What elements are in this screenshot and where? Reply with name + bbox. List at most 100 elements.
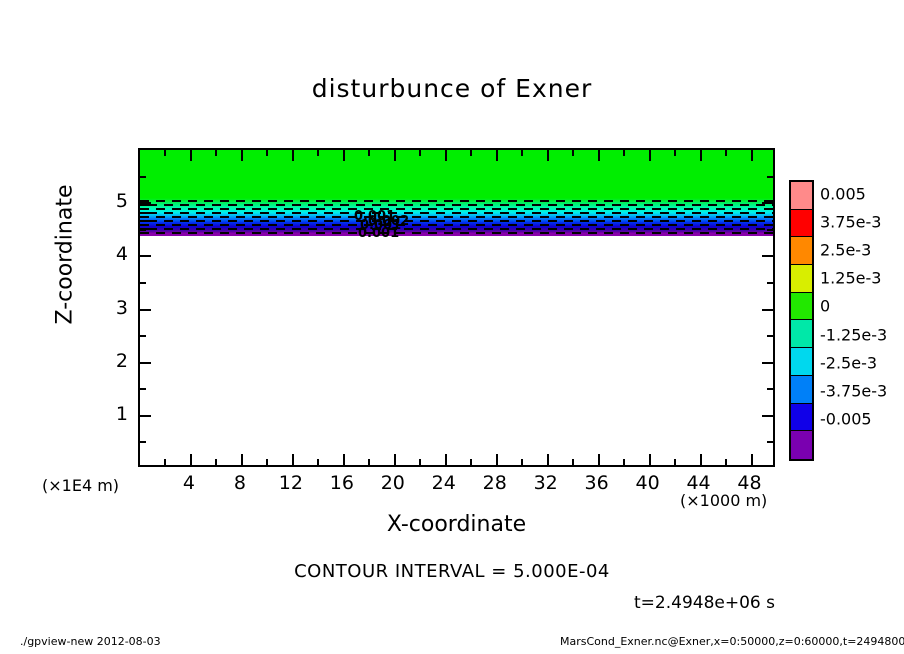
y-tick: [140, 255, 151, 258]
x-tick-top: [266, 150, 269, 156]
y-tick-right: [767, 281, 773, 284]
plot-area: 0.001 0.001 0.002 0.001: [138, 148, 775, 467]
y-tick-right: [767, 441, 773, 444]
contour-line: [140, 224, 773, 226]
x-tick-top: [444, 150, 447, 161]
x-tick: [368, 459, 371, 465]
contour-line: [140, 200, 773, 202]
x-tick: [393, 454, 396, 465]
x-tick: [725, 459, 728, 465]
y-tick-right: [762, 414, 773, 417]
x-tick: [342, 454, 345, 465]
x-tick-label: 12: [278, 472, 303, 494]
y-tick: [140, 414, 151, 417]
y-tick: [140, 335, 146, 338]
x-tick: [648, 454, 651, 465]
x-tick-label: 48: [737, 472, 762, 494]
contour-interval-caption: CONTOUR INTERVAL = 5.000E-04: [294, 561, 610, 582]
colorbar-label: 1.25e-3: [820, 268, 882, 288]
time-caption: t=2.4948e+06 s: [634, 593, 775, 613]
contour-label: 0.002: [368, 214, 410, 229]
y-tick-label: 1: [115, 402, 128, 425]
y-tick: [140, 228, 146, 231]
y-tick-right: [762, 361, 773, 364]
x-tick: [495, 454, 498, 465]
x-tick: [164, 459, 167, 465]
contour-line: [140, 220, 773, 222]
x-tick-top: [470, 150, 473, 156]
y-tick-right: [762, 308, 773, 311]
y-tick-right: [767, 175, 773, 178]
x-tick: [572, 459, 575, 465]
colorbar-label: 0.005: [820, 184, 866, 204]
x-tick-top: [674, 150, 677, 156]
page-title: disturbunce of Exner: [311, 74, 593, 103]
x-tick: [470, 459, 473, 465]
x-tick-top: [189, 150, 192, 161]
colorbar-cell: [791, 348, 812, 376]
x-tick: [699, 454, 702, 465]
contour-line: [140, 228, 773, 230]
y-tick-right: [762, 255, 773, 258]
colorbar-label: -3.75e-3: [820, 381, 888, 401]
x-tick-top: [342, 150, 345, 161]
x-tick-label: 44: [686, 472, 711, 494]
x-tick: [419, 459, 422, 465]
colorbar-cell: [791, 375, 812, 404]
x-tick-top: [648, 150, 651, 161]
colorbar-cell: [791, 431, 812, 459]
y-tick: [140, 361, 151, 364]
x-tick-label: 32: [533, 472, 558, 494]
field-disturbed-band: [140, 198, 773, 233]
x-tick: [597, 454, 600, 465]
x-tick-top: [393, 150, 396, 161]
x-tick: [444, 454, 447, 465]
x-tick-top: [291, 150, 294, 161]
x-tick-label: 24: [431, 472, 456, 494]
y-tick: [140, 281, 146, 284]
x-tick-top: [521, 150, 524, 156]
y-tick-right: [767, 228, 773, 231]
y-tick: [140, 202, 151, 205]
x-tick-top: [240, 150, 243, 161]
x-tick-top: [215, 150, 218, 156]
y-tick-label: 4: [115, 243, 128, 266]
field-band-floor: [140, 233, 773, 236]
y-axis-unit: (×1E4 m): [42, 476, 120, 495]
x-tick-top: [597, 150, 600, 161]
x-tick-top: [623, 150, 626, 156]
field-uniform-region: [140, 150, 773, 198]
colorbar-cell: [791, 182, 812, 210]
x-tick-top: [368, 150, 371, 156]
x-tick: [317, 459, 320, 465]
x-tick-top: [572, 150, 575, 156]
contour-label: 0.001: [360, 218, 402, 233]
x-tick-label: 40: [635, 472, 660, 494]
colorbar-cell: [791, 237, 812, 266]
x-tick-label: 16: [329, 472, 354, 494]
footer-source: MarsCond_Exner.nc@Exner,x=0:50000,z=0:60…: [560, 635, 904, 648]
contour-line: [140, 204, 773, 206]
x-axis-unit: (×1000 m): [680, 491, 768, 510]
x-tick-top: [495, 150, 498, 161]
contour-line: [140, 208, 773, 210]
x-tick-top: [419, 150, 422, 156]
contour-line: [140, 232, 773, 234]
colorbar-label: -2.5e-3: [820, 353, 878, 373]
x-tick-top: [725, 150, 728, 156]
x-tick: [215, 459, 218, 465]
x-tick: [546, 454, 549, 465]
x-tick: [240, 454, 243, 465]
footer-command: ./gpview-new 2012-08-03: [20, 635, 161, 648]
contour-label: 0.001: [354, 209, 396, 224]
x-tick-top: [699, 150, 702, 161]
x-tick-top: [317, 150, 320, 156]
x-tick-top: [546, 150, 549, 161]
x-tick: [189, 454, 192, 465]
x-tick: [291, 454, 294, 465]
y-tick: [140, 388, 146, 391]
x-tick-top: [164, 150, 167, 156]
y-tick-label: 3: [115, 296, 128, 319]
y-tick-right: [767, 388, 773, 391]
y-tick-label: 5: [115, 190, 128, 213]
